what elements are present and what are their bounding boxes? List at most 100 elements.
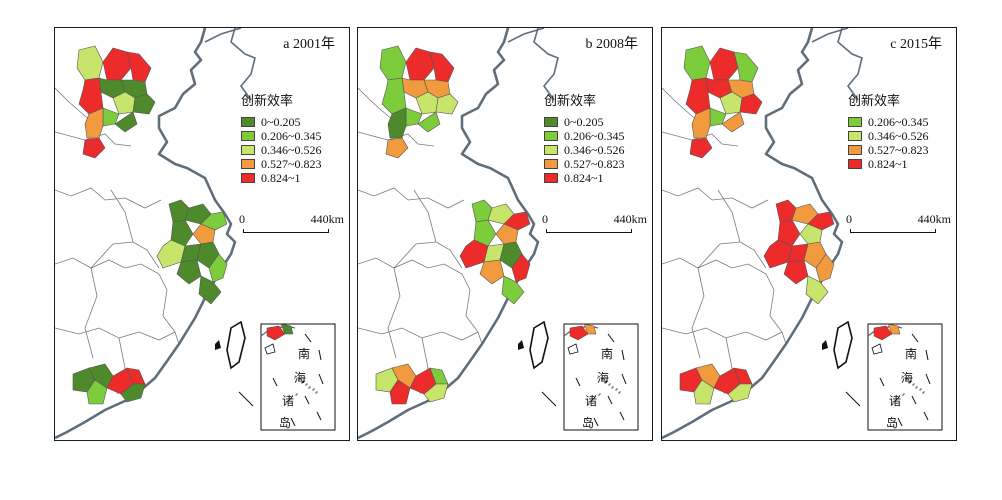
inset-dash [607, 395, 613, 405]
legend-swatch [544, 117, 558, 127]
province-boundary [393, 241, 437, 269]
region-south [86, 379, 108, 405]
coastline [55, 28, 237, 440]
region-east [501, 275, 525, 305]
inset-label: 诸 [889, 394, 902, 408]
inset-dash [318, 349, 322, 361]
inset-islet [912, 384, 914, 386]
legend-item: 0.824~1 [241, 171, 322, 185]
legend-title: 创新效率 [544, 93, 597, 108]
legend: 创新效率 0.206~0.345 0.346~0.526 0.527~0.823 0.… [848, 90, 929, 171]
inset-dash [607, 333, 615, 343]
panel-label: b [585, 37, 593, 52]
province-boundary [662, 327, 783, 341]
inset-label: 岛 [886, 416, 899, 430]
inset-islet [611, 387, 613, 389]
south-china-sea-inset [867, 323, 943, 431]
inset-dash [925, 349, 929, 361]
inset-label: 海 [597, 371, 610, 385]
scale-zero: 0 [239, 212, 245, 226]
region-east [511, 253, 531, 283]
scale-bar: 0 440km [846, 212, 951, 236]
region-north [379, 45, 407, 81]
region-north [721, 111, 745, 133]
inset-islet [902, 394, 904, 396]
dash-line [238, 391, 254, 407]
inset-islet [608, 384, 610, 386]
inset-islet [598, 394, 600, 396]
inset-islet [599, 393, 601, 395]
legend-item: 0.527~0.823 [848, 143, 929, 157]
legend-swatch [241, 145, 255, 155]
inset-dash [316, 411, 322, 421]
legend-item: 0~0.205 [241, 115, 322, 129]
inset-region [280, 323, 294, 335]
legend-swatch [848, 117, 862, 127]
inset-islet [305, 384, 307, 386]
region-north [132, 93, 156, 115]
inset-islet [299, 378, 301, 380]
province-boundary [55, 187, 162, 209]
province-boundary [662, 131, 739, 147]
inset-islet [601, 379, 603, 381]
panel-label: a [283, 37, 290, 52]
inset-islet [922, 392, 924, 394]
inset-islet [309, 386, 311, 388]
taiwan-outline [529, 320, 549, 370]
legend-item: 0.346~0.526 [544, 143, 625, 157]
inset-dash [290, 417, 296, 427]
legend-label: 0.824~1 [564, 170, 604, 185]
inset-dash [575, 377, 581, 387]
inset-islet [916, 386, 918, 388]
legend-label: 0.206~0.345 [261, 128, 322, 143]
inset-islet [908, 382, 910, 384]
inset-islet [308, 387, 310, 389]
province-boundary [691, 267, 705, 359]
panel-title: b 2008年 [586, 33, 639, 53]
inset-islet [294, 377, 296, 379]
panel-title: c 2015年 [890, 33, 942, 53]
inset-region [583, 323, 597, 335]
region-north [82, 137, 106, 159]
region-east [200, 211, 228, 231]
scale-length: 440km [310, 212, 344, 226]
legend-label: 0.346~0.526 [261, 142, 322, 157]
map-panel-b: b 2008年 创新效率 0~0.205 0.206~0.345 0.346~0.5… [357, 27, 653, 441]
legend-swatch [848, 131, 862, 141]
inset-label: 诸 [282, 394, 295, 408]
region-south [389, 379, 411, 405]
region-north [435, 93, 459, 115]
inset-islet [315, 392, 317, 394]
inset-islet [312, 389, 314, 391]
legend-swatch [544, 131, 558, 141]
panel-title: a 2001年 [283, 33, 335, 53]
inset-islet [910, 380, 912, 382]
province-boundary [358, 131, 435, 147]
legend-items: 0~0.205 0.206~0.345 0.346~0.526 0.527~0.823… [544, 115, 625, 185]
scale-line [546, 229, 632, 233]
inset-dash [879, 377, 885, 387]
panel-year: 2001年 [293, 37, 335, 52]
legend-swatch [544, 159, 558, 169]
scale-length: 440km [613, 212, 647, 226]
legend-swatch [241, 159, 255, 169]
province-boundary [717, 189, 767, 269]
region-north [739, 93, 763, 115]
inset-islet [616, 388, 618, 390]
province-boundary [477, 331, 483, 345]
region-east [805, 275, 829, 305]
inset-label: 海 [901, 371, 914, 385]
inset-islet [602, 378, 604, 380]
inset-islet [906, 378, 908, 380]
region-east [777, 219, 801, 247]
south-china-sea-inset [563, 323, 639, 431]
inset-dash [897, 417, 903, 427]
region-south [120, 383, 146, 403]
region-south [423, 383, 449, 403]
legend-label: 0.527~0.823 [261, 156, 322, 171]
region-north [683, 45, 711, 81]
map-panel-a: a 2001年 创新效率 0~0.205 0.206~0.345 0.346~0.5… [54, 27, 350, 441]
legend-label: 0~0.205 [261, 114, 301, 129]
province-boundary [461, 273, 479, 333]
region-east [176, 259, 202, 285]
